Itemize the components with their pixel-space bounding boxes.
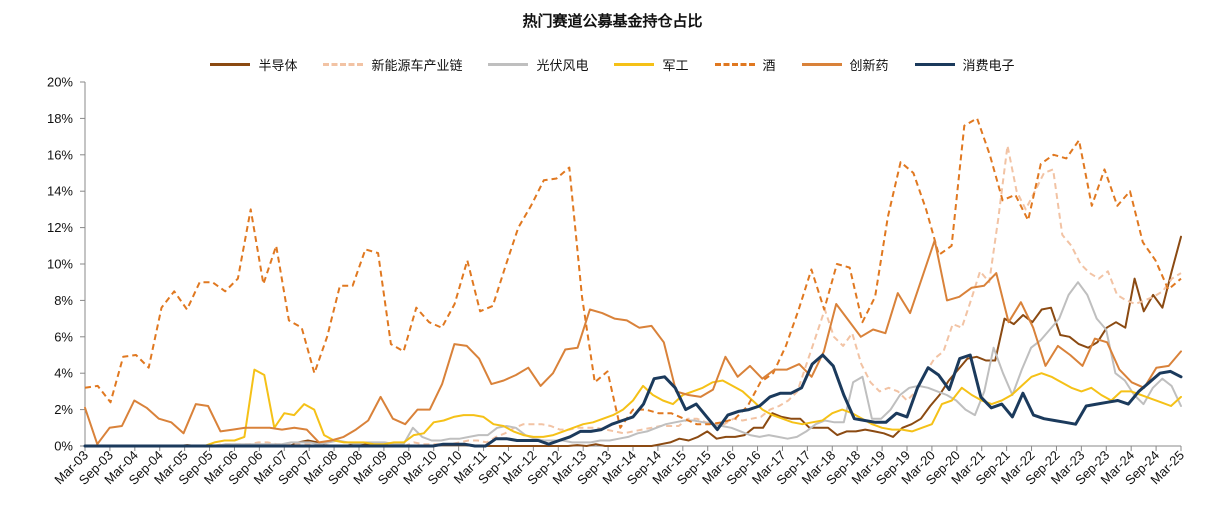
y-tick-label: 18% xyxy=(47,111,73,126)
legend-item: 半导体 xyxy=(210,55,297,74)
legend-swatch xyxy=(914,63,955,66)
series-line-酒 xyxy=(84,117,1182,429)
legend-swatch xyxy=(323,63,364,66)
y-tick-label: 0% xyxy=(54,439,73,454)
legend-label: 创新药 xyxy=(849,59,889,74)
legend-label: 半导体 xyxy=(258,59,298,74)
y-tick-label: 16% xyxy=(47,147,73,162)
legend-label: 光伏风电 xyxy=(536,59,589,74)
legend-swatch xyxy=(210,63,251,66)
y-tick-label: 20% xyxy=(47,75,73,90)
y-tick-label: 10% xyxy=(47,257,73,272)
series-line-军工 xyxy=(84,368,1182,447)
legend-label: 酒 xyxy=(762,59,776,74)
legend-label: 消费电子 xyxy=(962,59,1015,74)
series-line-消费电子 xyxy=(83,353,1183,448)
legend-item: 军工 xyxy=(614,55,689,74)
series-line-新能源车产业链 xyxy=(85,144,1182,447)
y-tick-label: 8% xyxy=(54,293,73,308)
legend-swatch xyxy=(714,63,755,66)
legend-item: 新能源车产业链 xyxy=(323,55,462,74)
legend-label: 新能源车产业链 xyxy=(371,59,463,74)
legend-item: 光伏风电 xyxy=(488,55,588,74)
legend-item: 酒 xyxy=(714,55,776,74)
y-tick-label: 12% xyxy=(47,220,73,235)
legend-item: 创新药 xyxy=(801,55,889,74)
y-tick-label: 4% xyxy=(54,366,73,381)
chart-legend: 半导体 新能源车产业链 光伏风电 军工 酒 创新药 消费电子 xyxy=(0,55,1225,74)
legend-label: 军工 xyxy=(662,59,689,74)
series-line-创新药 xyxy=(84,239,1182,446)
series-line-光伏风电 xyxy=(84,281,1182,447)
y-tick-label: 14% xyxy=(47,184,73,199)
y-tick-label: 2% xyxy=(54,402,73,417)
legend-swatch xyxy=(614,63,655,66)
legend-swatch xyxy=(801,63,842,66)
legend-swatch xyxy=(488,63,529,66)
legend-item: 消费电子 xyxy=(914,55,1015,74)
y-tick-label: 6% xyxy=(54,329,73,344)
chart-title: 热门赛道公募基金持仓占比 xyxy=(522,12,703,30)
